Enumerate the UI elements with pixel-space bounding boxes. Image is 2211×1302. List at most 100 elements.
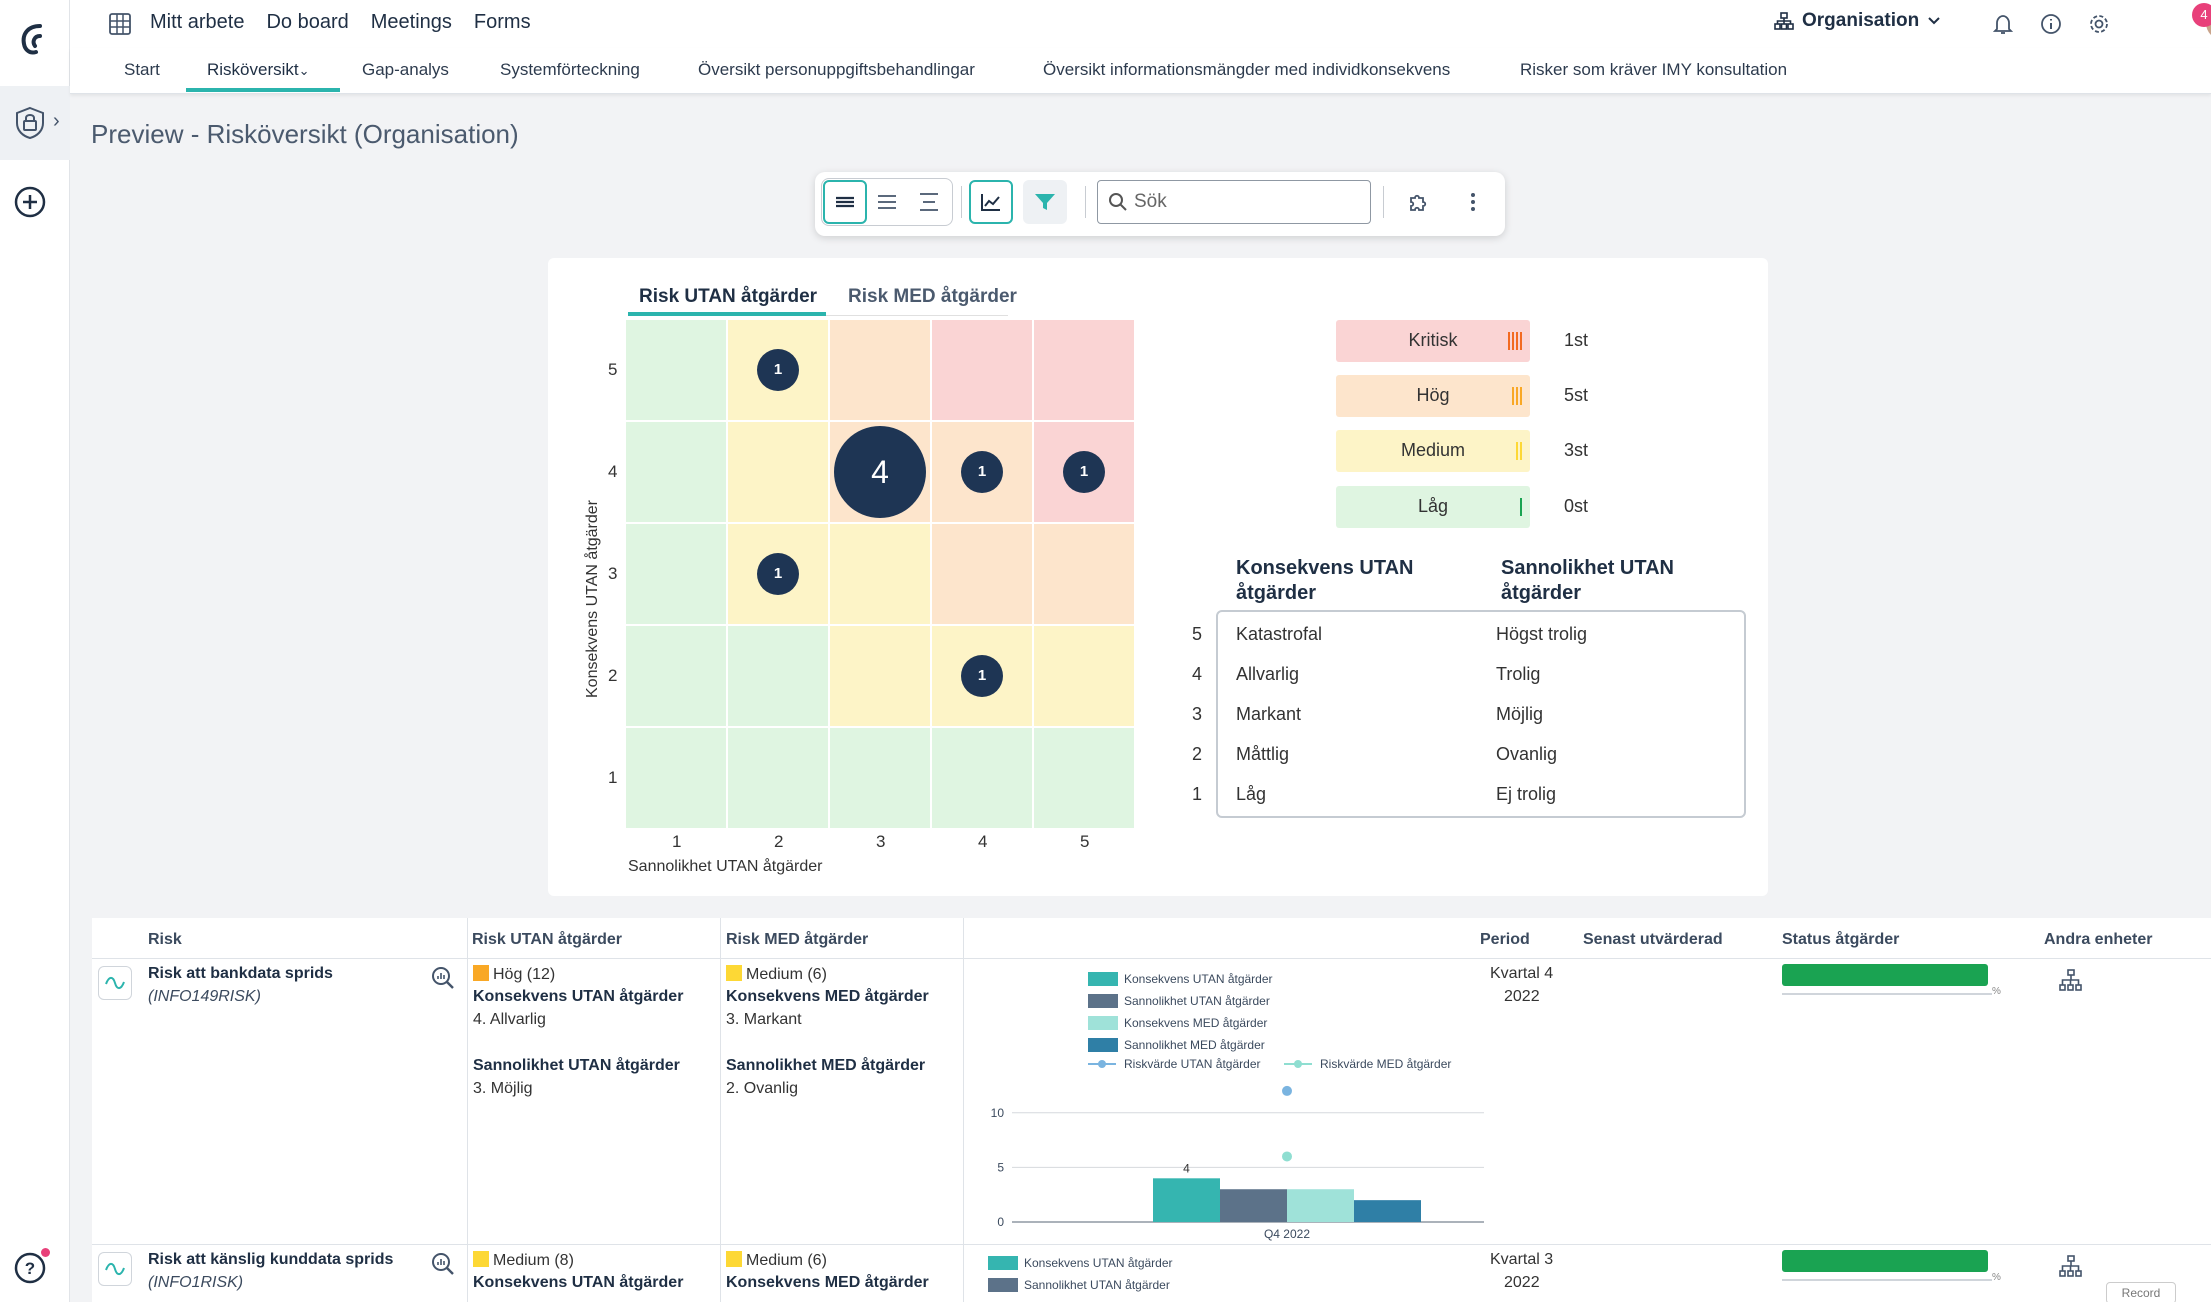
matrix-cell[interactable] — [728, 626, 828, 726]
risk-row-icon[interactable] — [98, 1252, 132, 1286]
matrix-cell[interactable] — [932, 524, 1032, 624]
col-risk-med[interactable]: Risk MED åtgärder — [726, 931, 869, 948]
risk-count-bubble[interactable]: 1 — [961, 451, 1003, 493]
col-risk-utan[interactable]: Risk UTAN åtgärder — [472, 931, 622, 948]
matrix-cell[interactable] — [728, 728, 828, 828]
legend-swatch — [1088, 972, 1118, 986]
matrix-cell[interactable] — [932, 320, 1032, 420]
risk-table: Risk Risk UTAN åtgärder Risk MED åtgärde… — [92, 918, 2211, 1302]
risk-count-bubble[interactable]: 1 — [757, 349, 799, 391]
col-risk[interactable]: Risk — [148, 931, 182, 948]
legend-swatch — [1088, 1016, 1118, 1030]
add-module-icon[interactable] — [14, 186, 46, 218]
x-tick-5: 5 — [1080, 832, 1090, 851]
matrix-cell[interactable] — [830, 626, 930, 726]
legend-lag[interactable]: Låg — [1336, 486, 1530, 528]
notification-count-badge: 4 — [2192, 3, 2211, 27]
tab-start[interactable]: Start — [124, 60, 160, 79]
risk-name[interactable]: Risk att bankdata sprids — [148, 965, 333, 982]
record-button[interactable]: Record — [2106, 1282, 2176, 1302]
risk-count-bubble[interactable]: 1 — [961, 655, 1003, 697]
tab-oversikt-personuppgiftsbehandlingar[interactable]: Översikt personuppgiftsbehandlingar — [698, 60, 975, 79]
y-tick-4: 4 — [608, 462, 618, 481]
status-progress-bar — [1782, 964, 1988, 986]
risk-count-bubble[interactable]: 1 — [1063, 451, 1105, 493]
risk-count-bubble[interactable]: 1 — [757, 553, 799, 595]
matrix-cell[interactable] — [830, 320, 930, 420]
app-logo-icon[interactable] — [12, 18, 56, 62]
nav-forms[interactable]: Forms — [473, 11, 531, 33]
scale-likelihood-label: Ovanlig — [1496, 744, 1558, 764]
analyze-icon[interactable] — [430, 1251, 456, 1277]
risk-code: (INFO149RISK) — [148, 988, 261, 1005]
density-normal-button[interactable] — [865, 180, 909, 224]
search-input[interactable] — [1134, 189, 1362, 215]
wide-lines-icon — [920, 193, 938, 211]
density-wide-button[interactable] — [907, 180, 951, 224]
gear-icon — [2090, 15, 2108, 33]
organisation-selector[interactable]: Organisation — [1774, 10, 1941, 32]
legend-kritisk[interactable]: Kritisk — [1336, 320, 1530, 362]
matrix-cell[interactable] — [1034, 728, 1134, 828]
nav-meetings[interactable]: Meetings — [370, 11, 452, 33]
legend-lag-count: 0st — [1564, 496, 1589, 516]
notifications-button[interactable] — [1988, 10, 2018, 38]
info-icon — [2041, 14, 2061, 34]
matrix-cell[interactable] — [1034, 320, 1134, 420]
org-chart-icon — [1774, 12, 1794, 30]
legend-hog[interactable]: Hög — [1336, 375, 1530, 417]
x-tick-label: Q4 2022 — [1264, 1227, 1310, 1241]
tab-gap-analys[interactable]: Gap-analys — [362, 60, 449, 79]
col-status-atgarder[interactable]: Status åtgärder — [1782, 931, 1900, 948]
matrix-cell[interactable] — [626, 320, 726, 420]
col-senast-utvarderad[interactable]: Senast utvärderad — [1583, 931, 1723, 948]
legend-medium[interactable]: Medium — [1336, 430, 1530, 472]
analyze-icon[interactable] — [430, 965, 456, 991]
filter-button[interactable] — [1023, 180, 1067, 224]
tab-risker-imy-konsultation[interactable]: Risker som kräver IMY konsultation — [1520, 60, 1788, 79]
matrix-cell[interactable] — [830, 728, 930, 828]
risk-level-utan-swatch — [473, 965, 489, 981]
matrix-cell[interactable] — [728, 422, 828, 522]
apps-grid-icon[interactable] — [108, 12, 132, 36]
hierarchy-icon[interactable] — [2058, 968, 2082, 992]
tab-risk-utan-atgarder[interactable]: Risk UTAN åtgärder — [639, 286, 818, 307]
module-switcher[interactable]: › — [0, 86, 70, 160]
density-compact-button[interactable] — [823, 180, 867, 224]
risk-level-med-text: Medium (6) — [746, 1252, 827, 1269]
legend-swatch — [1088, 994, 1118, 1008]
col-andra-enheter[interactable]: Andra enheter — [2044, 931, 2153, 948]
risk-row-icon[interactable] — [98, 966, 132, 1000]
chart-view-button[interactable] — [969, 180, 1013, 224]
help-button[interactable]: ? — [14, 1248, 50, 1284]
matrix-cell[interactable] — [626, 422, 726, 522]
tab-risk-med-atgarder[interactable]: Risk MED åtgärder — [848, 286, 1017, 307]
matrix-cell[interactable] — [932, 728, 1032, 828]
legend-kritisk-count: 1st — [1564, 330, 1589, 350]
tab-systemforteckning[interactable]: Systemförteckning — [500, 60, 640, 79]
more-options-button[interactable] — [1451, 180, 1495, 224]
nav-do-board[interactable]: Do board — [266, 11, 349, 33]
period-year: 2022 — [1504, 1274, 1540, 1291]
info-button[interactable] — [2036, 10, 2066, 38]
matrix-cell[interactable] — [1034, 524, 1134, 624]
risk-name[interactable]: Risk att känslig kunddata sprids — [148, 1251, 394, 1268]
matrix-cell[interactable] — [830, 524, 930, 624]
consequence-med-value: 3. Markant — [726, 1011, 802, 1028]
plugins-button[interactable] — [1397, 180, 1441, 224]
settings-button[interactable] — [2084, 10, 2114, 38]
matrix-cell[interactable] — [626, 728, 726, 828]
matrix-cell[interactable] — [1034, 626, 1134, 726]
hierarchy-icon[interactable] — [2058, 1254, 2082, 1278]
x-tick-2: 2 — [774, 832, 784, 851]
nav-mitt-arbete[interactable]: Mitt arbete — [150, 11, 245, 33]
matrix-cell[interactable] — [626, 524, 726, 624]
legend-swatch — [988, 1256, 1018, 1270]
tab-riskoversikt[interactable]: Risköversikt⌄ — [207, 60, 310, 80]
risk-level-med-swatch — [726, 965, 742, 981]
matrix-cell[interactable] — [626, 626, 726, 726]
search-icon — [1109, 193, 1127, 211]
risk-count-bubble[interactable]: 4 — [834, 426, 926, 518]
col-period[interactable]: Period — [1480, 931, 1530, 948]
tab-oversikt-informationsmangder[interactable]: Översikt informationsmängder med individ… — [1043, 60, 1451, 79]
